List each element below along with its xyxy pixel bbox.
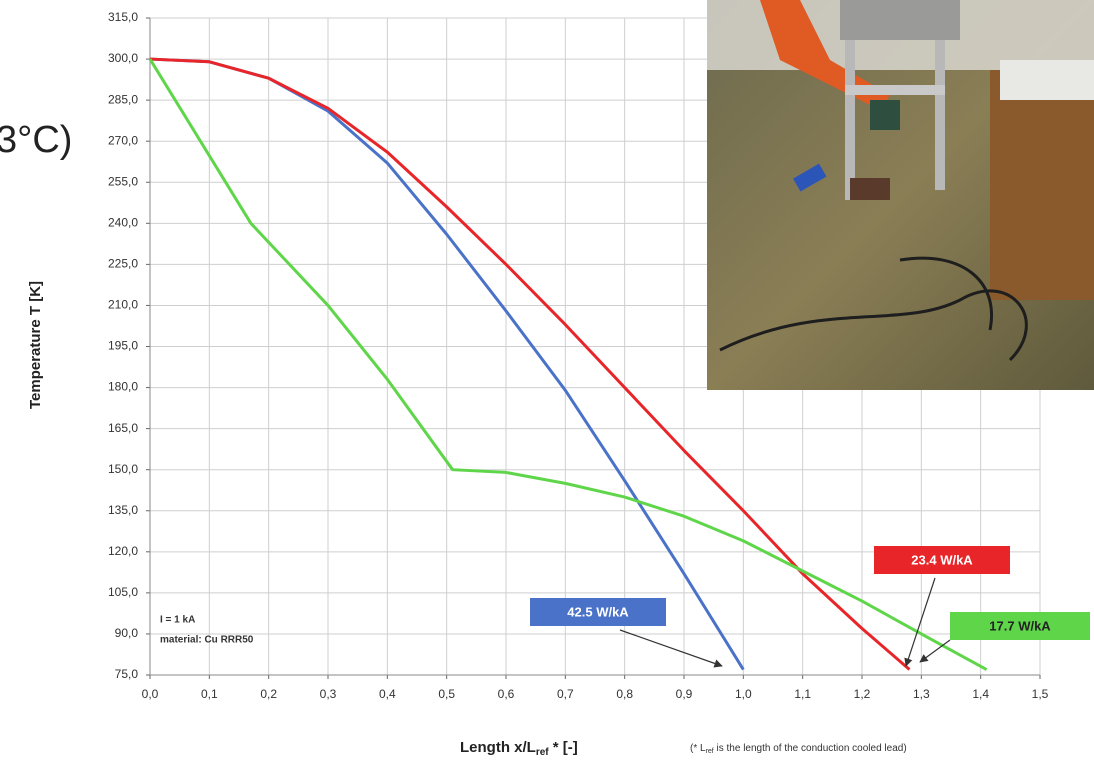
x-tick-label: 1,5 xyxy=(1032,687,1049,701)
legend-swatch xyxy=(874,546,1010,574)
y-axis-label: Temperature T [K] xyxy=(27,281,44,409)
x-tick-label: 0,6 xyxy=(498,687,515,701)
legend-label: 23.4 W/kA xyxy=(911,552,973,567)
y-tick-label: 225,0 xyxy=(108,257,138,271)
x-tick-label: 0,7 xyxy=(557,687,574,701)
legend-label: 42.5 W/kA xyxy=(567,604,629,619)
x-tick-label: 0,3 xyxy=(320,687,337,701)
legend-swatch xyxy=(530,598,666,626)
x-tick-label: 0,0 xyxy=(142,687,159,701)
x-tick-label: 0,8 xyxy=(616,687,633,701)
y-tick-label: 195,0 xyxy=(108,339,138,353)
x-tick-label: 1,4 xyxy=(972,687,989,701)
y-tick-label: 240,0 xyxy=(108,215,138,229)
x-tick-label: 1,0 xyxy=(735,687,752,701)
legend-swatch xyxy=(950,612,1090,640)
label-arrow xyxy=(904,577,936,667)
footnote: (* Lref is the length of the conduction … xyxy=(690,743,907,755)
photo-overlay xyxy=(707,0,1094,390)
y-tick-label: 75,0 xyxy=(115,667,139,681)
x-tick-label: 0,1 xyxy=(201,687,218,701)
label-arrow xyxy=(619,629,723,668)
y-tick-label: 285,0 xyxy=(108,92,138,106)
y-tick-label: 90,0 xyxy=(115,626,139,640)
y-tick-label: 120,0 xyxy=(108,544,138,558)
annotation: I = 1 kA xyxy=(160,615,195,626)
y-tick-label: 150,0 xyxy=(108,462,138,476)
y-tick-label: 105,0 xyxy=(108,585,138,599)
y-tick-label: 255,0 xyxy=(108,174,138,188)
y-tick-label: 300,0 xyxy=(108,51,138,65)
y-tick-label: 315,0 xyxy=(108,10,138,24)
y-tick-label: 270,0 xyxy=(108,133,138,147)
x-tick-label: 0,2 xyxy=(260,687,277,701)
annotation: material: Cu RRR50 xyxy=(160,635,254,646)
series-line xyxy=(149,57,911,671)
x-tick-label: 1,3 xyxy=(913,687,930,701)
x-tick-label: 0,5 xyxy=(438,687,455,701)
x-tick-label: 0,4 xyxy=(379,687,396,701)
y-tick-label: 210,0 xyxy=(108,298,138,312)
y-tick-label: 165,0 xyxy=(108,421,138,435)
legend-label: 17.7 W/kA xyxy=(989,618,1051,633)
cropped-text: 3°C) xyxy=(0,119,72,161)
y-tick-label: 180,0 xyxy=(108,380,138,394)
y-tick-label: 135,0 xyxy=(108,503,138,517)
series-line xyxy=(148,58,988,671)
x-tick-label: 1,1 xyxy=(794,687,811,701)
x-axis-label: Length x/Lref * [-] xyxy=(460,739,578,758)
x-tick-label: 1,2 xyxy=(854,687,871,701)
x-tick-label: 0,9 xyxy=(676,687,693,701)
label-arrow xyxy=(919,639,951,663)
